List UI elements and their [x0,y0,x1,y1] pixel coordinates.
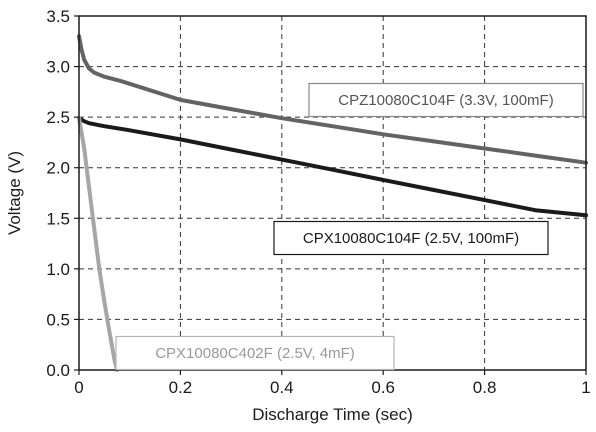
x-tick-label: 0.2 [169,378,193,397]
label-text: CPX10080C104F (2.5V, 100mF) [303,230,519,247]
y-tick-label: 1.0 [46,260,70,279]
x-tick-label: 0.6 [371,378,395,397]
series-line-cpx-2v5-4mf [77,116,119,372]
x-axis-ticks: 0 0.2 0.4 0.6 0.8 1 [74,370,591,397]
y-tick-label: 0.5 [46,310,70,329]
y-tick-label: 1.5 [46,209,70,228]
y-axis-ticks: 0.0 0.5 1.0 1.5 2.0 2.5 3.0 3.5 [46,7,79,380]
label-box [115,335,395,371]
series-labels: CPZ10080C104F (3.3V, 100mF) CPX10080C104F… [115,82,584,371]
grid-lines [79,16,586,370]
series-lines [77,34,588,372]
y-axis-label: Voltage (V) [5,151,24,235]
label-text: CPZ10080C104F (3.3V, 100mF) [338,92,553,109]
label-cpz-3v3-100mf: CPZ10080C104F (3.3V, 100mF) [308,82,584,118]
y-tick-label: 3.0 [46,58,70,77]
series-line-cpz-3v3-100mf [77,34,588,165]
label-cpx-2v5-4mf: CPX10080C402F (2.5V, 4mF) [115,335,395,371]
label-box [273,220,549,256]
x-tick-label: 0.4 [270,378,294,397]
x-tick-label: 0.8 [473,378,497,397]
y-tick-label: 2.5 [46,108,70,127]
label-box [308,82,584,118]
y-tick-label: 2.0 [46,159,70,178]
x-axis-label: Discharge Time (sec) [252,405,413,424]
series-line-cpx-2v5-100mf [77,116,588,218]
plot-area-frame [78,15,587,371]
x-tick-label: 1 [581,378,590,397]
y-tick-label: 3.5 [46,7,70,26]
label-text: CPX10080C402F (2.5V, 4mF) [155,345,355,362]
y-tick-label: 0.0 [46,361,70,380]
label-cpx-2v5-100mf: CPX10080C104F (2.5V, 100mF) [273,220,549,256]
x-tick-label: 0 [74,378,83,397]
